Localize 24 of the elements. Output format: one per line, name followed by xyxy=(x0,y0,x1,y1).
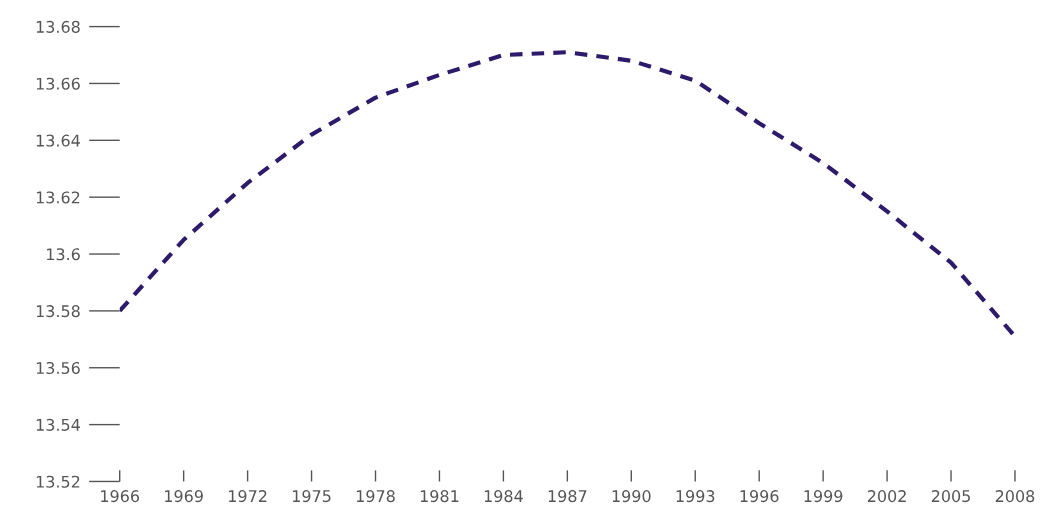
x-tick-label: 1978 xyxy=(356,490,395,503)
y-tick-label: 13.66 xyxy=(36,77,80,90)
x-tick-label: 1972 xyxy=(229,490,267,503)
x-tick-label: 1981 xyxy=(420,490,459,503)
x-tick-label: 2005 xyxy=(931,490,970,503)
x-tick-label: 1966 xyxy=(101,490,140,503)
y-tick-label: 13.52 xyxy=(36,475,80,488)
x-tick-label: 1984 xyxy=(484,490,523,503)
y-tick-label: 13.64 xyxy=(36,134,80,147)
x-tick-label: 1996 xyxy=(740,490,779,503)
x-tick-label: 1969 xyxy=(165,490,203,503)
y-tick-label: 13.62 xyxy=(36,191,80,204)
x-tick-label: 1999 xyxy=(804,490,843,503)
y-tick-label: 13.54 xyxy=(36,418,80,431)
x-tick-label: 1975 xyxy=(292,490,331,503)
x-tick-label: 1993 xyxy=(676,490,715,503)
y-tick-label: 13.6 xyxy=(47,248,80,261)
x-tick-label: 2002 xyxy=(867,490,906,503)
x-tick-label: 1987 xyxy=(548,490,587,503)
y-tick-label: 13.68 xyxy=(36,20,80,33)
y-tick-label: 13.56 xyxy=(36,361,80,375)
y-tick-label: 13.58 xyxy=(36,305,80,318)
x-tick-label: 2008 xyxy=(995,490,1035,503)
x-tick-label: 1990 xyxy=(612,490,651,503)
